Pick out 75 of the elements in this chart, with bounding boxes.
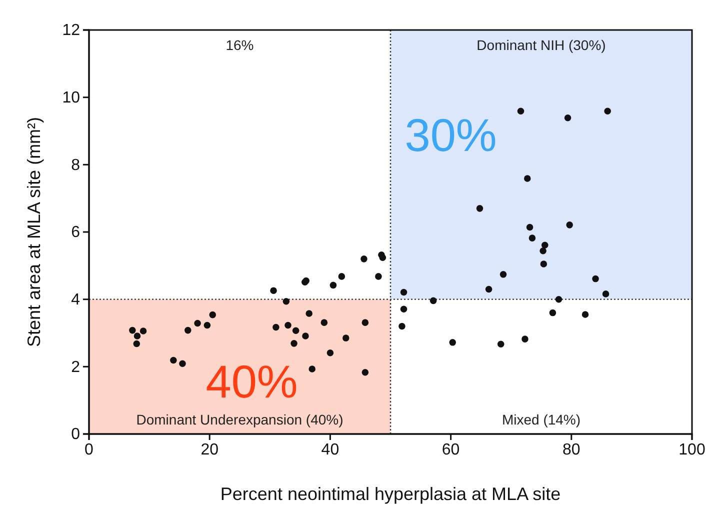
annotation: 16% (226, 36, 254, 53)
x-axis-title: Percent neointimal hyperplasia at MLA site (220, 484, 561, 504)
point (604, 108, 611, 115)
point (566, 222, 573, 228)
point (528, 234, 536, 242)
point (540, 247, 546, 254)
point (362, 319, 369, 326)
point (308, 366, 316, 372)
point (306, 310, 312, 317)
point (292, 327, 300, 334)
point (592, 275, 599, 282)
point (485, 286, 492, 293)
point (194, 320, 201, 327)
point (320, 319, 328, 326)
point (290, 340, 298, 347)
point (564, 114, 572, 122)
x-tick-label: 60 (442, 441, 460, 458)
y-tick-label: 12 (62, 22, 80, 40)
point (342, 334, 350, 342)
annotation: Mixed (14%) (502, 411, 581, 428)
point (555, 296, 562, 303)
point (179, 360, 186, 368)
point (375, 273, 382, 280)
point (582, 311, 589, 318)
point (449, 339, 456, 346)
y-tick-label: 6 (71, 224, 80, 242)
point (129, 326, 136, 334)
point (541, 242, 548, 249)
point (134, 332, 141, 340)
y-tick-label: 2 (71, 358, 80, 376)
point (400, 288, 408, 296)
point (209, 311, 216, 318)
point (522, 336, 528, 342)
point (140, 328, 147, 334)
point (360, 256, 368, 262)
point (302, 332, 309, 340)
point (500, 271, 507, 278)
point (282, 298, 290, 305)
point (270, 287, 277, 294)
point (400, 306, 408, 312)
annotation: Dominant Underexpansion (40%) (136, 411, 344, 428)
point (326, 349, 334, 356)
y-axis-title: Stent area at MLA site (mm²) (24, 116, 44, 348)
x-tick-label: 0 (84, 441, 94, 458)
point (330, 282, 337, 289)
point (184, 326, 192, 334)
point (133, 340, 140, 348)
x-tick-label: 40 (321, 441, 340, 458)
point (284, 322, 292, 329)
point (540, 260, 548, 268)
point (379, 254, 386, 261)
x-tick-label: 20 (200, 441, 219, 458)
y-tick-label: 8 (71, 156, 80, 174)
point (430, 297, 437, 304)
point (362, 369, 369, 376)
y-tick-label: 0 (71, 426, 80, 444)
annotation: 40% (206, 356, 298, 408)
y-tick-label: 10 (62, 89, 80, 106)
point (338, 273, 346, 280)
point (398, 322, 406, 330)
point (524, 175, 531, 182)
point (204, 322, 211, 329)
point (497, 340, 504, 348)
point (170, 356, 177, 364)
point (602, 290, 610, 298)
point (549, 309, 556, 316)
y-tick-label: 4 (71, 291, 80, 308)
annotation: 30% (404, 109, 497, 162)
point (517, 108, 524, 115)
x-tick-label: 100 (678, 441, 706, 458)
x-tick-label: 80 (562, 441, 580, 458)
point (476, 205, 484, 212)
point (272, 324, 280, 331)
annotation: Dominant NIH (30%) (476, 36, 606, 53)
point (526, 224, 534, 231)
